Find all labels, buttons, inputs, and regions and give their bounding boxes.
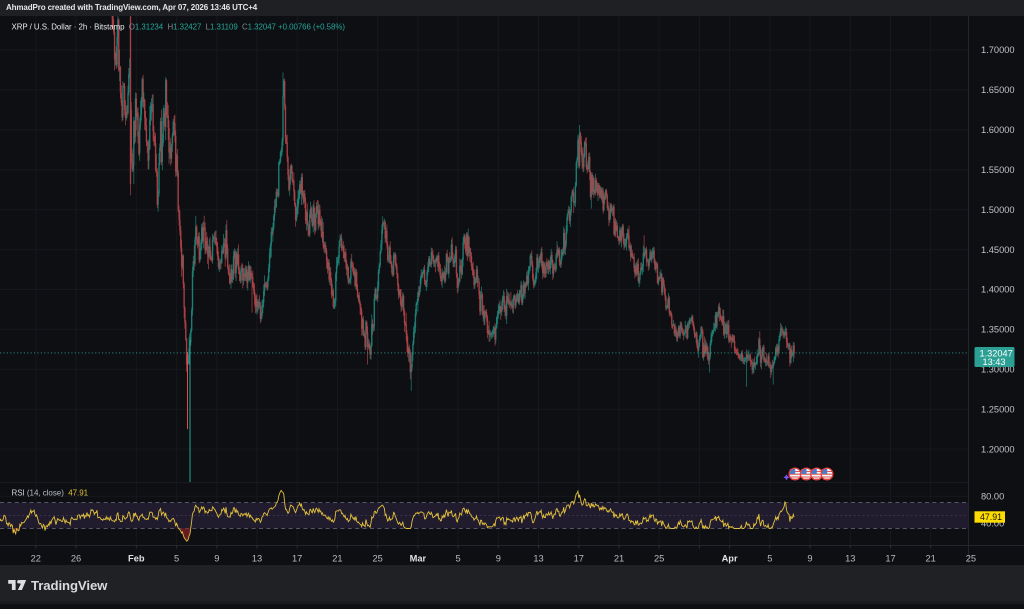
svg-text:5: 5 bbox=[456, 553, 461, 563]
svg-text:9: 9 bbox=[214, 553, 219, 563]
svg-text:47.91: 47.91 bbox=[980, 512, 1002, 522]
svg-text:25: 25 bbox=[373, 553, 383, 563]
svg-text:40.00: 40.00 bbox=[981, 518, 1004, 528]
svg-text:13:43: 13:43 bbox=[983, 357, 1006, 367]
svg-text:1.65000: 1.65000 bbox=[981, 85, 1015, 95]
svg-text:9: 9 bbox=[807, 553, 812, 563]
svg-text:1.25000: 1.25000 bbox=[981, 404, 1015, 414]
svg-text:1.35000: 1.35000 bbox=[981, 325, 1015, 335]
svg-text:1.70000: 1.70000 bbox=[981, 45, 1015, 55]
svg-text:25: 25 bbox=[966, 553, 976, 563]
svg-text:1.20000: 1.20000 bbox=[981, 444, 1015, 454]
svg-text:21: 21 bbox=[332, 553, 342, 563]
svg-text:1.50000: 1.50000 bbox=[981, 205, 1015, 215]
svg-text:80.00: 80.00 bbox=[981, 491, 1004, 501]
svg-text:Mar: Mar bbox=[410, 553, 427, 563]
svg-text:17: 17 bbox=[574, 553, 584, 563]
svg-text:XRP / U.S. Dollar · 2h · Bitst: XRP / U.S. Dollar · 2h · Bitstamp O1.312… bbox=[12, 23, 346, 32]
svg-text:17: 17 bbox=[885, 553, 895, 563]
svg-text:22: 22 bbox=[31, 553, 41, 563]
svg-text:13: 13 bbox=[252, 553, 262, 563]
svg-text:1.32047: 1.32047 bbox=[980, 348, 1013, 358]
svg-text:9: 9 bbox=[496, 553, 501, 563]
svg-text:5: 5 bbox=[767, 553, 772, 563]
svg-text:Feb: Feb bbox=[128, 553, 145, 563]
svg-text:13: 13 bbox=[533, 553, 543, 563]
svg-text:26: 26 bbox=[71, 553, 81, 563]
svg-text:1.45000: 1.45000 bbox=[981, 245, 1015, 255]
svg-text:Apr: Apr bbox=[722, 553, 738, 563]
svg-text:13: 13 bbox=[845, 553, 855, 563]
svg-text:1.30000: 1.30000 bbox=[981, 365, 1015, 375]
svg-text:25: 25 bbox=[654, 553, 664, 563]
svg-text:17: 17 bbox=[292, 553, 302, 563]
svg-text:1.40000: 1.40000 bbox=[981, 285, 1015, 295]
svg-text:1.55000: 1.55000 bbox=[981, 165, 1015, 175]
svg-text:5: 5 bbox=[174, 553, 179, 563]
svg-text:21: 21 bbox=[614, 553, 624, 563]
svg-text:RSI (14, close) 47.91: RSI (14, close) 47.91 bbox=[12, 489, 89, 498]
svg-text:21: 21 bbox=[926, 553, 936, 563]
svg-text:1.60000: 1.60000 bbox=[981, 125, 1015, 135]
